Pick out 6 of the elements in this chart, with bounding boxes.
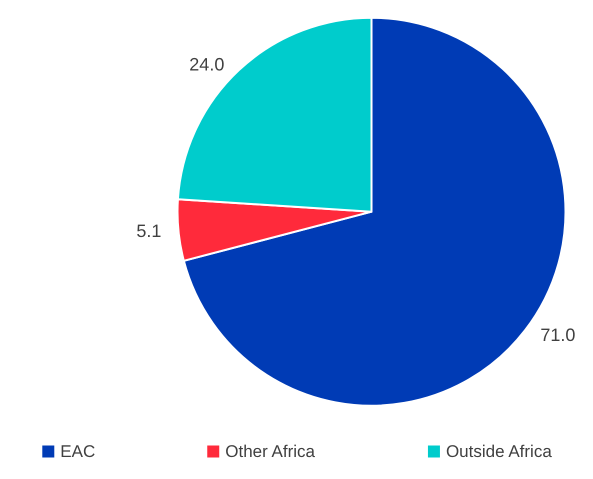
data-label: 5.1 <box>136 221 162 242</box>
data-label: 24.0 <box>189 54 224 74</box>
legend-label: Outside Africa <box>446 442 552 461</box>
legend-label: Other Africa <box>225 442 316 461</box>
legend-label: EAC <box>60 442 96 461</box>
data-label: 71.0 <box>540 325 576 346</box>
